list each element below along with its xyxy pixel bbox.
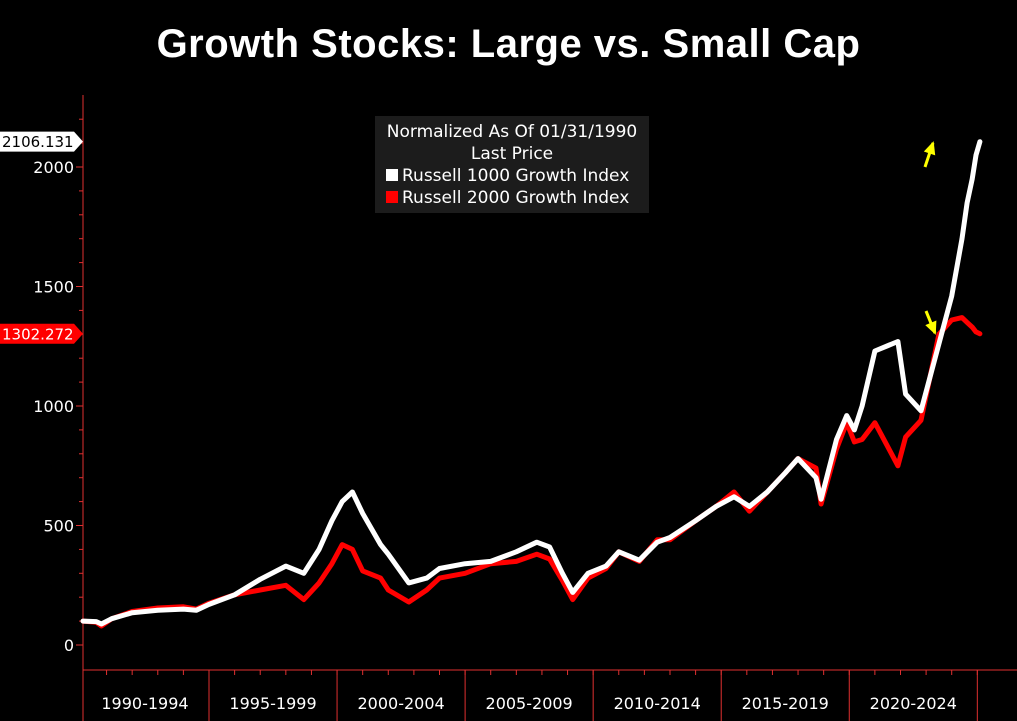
x-period-label: 2000-2004 [357, 694, 444, 713]
x-period-label: 1990-1994 [101, 694, 188, 713]
legend-swatch [386, 169, 398, 181]
y-tick-label: 2000 [33, 158, 74, 177]
legend-box [375, 116, 649, 213]
last-value-label: 1302.272 [2, 325, 74, 343]
up-arrow-icon [923, 141, 936, 168]
trend-arrows [923, 141, 937, 335]
last-value-markers: 2106.131 1302.272 [0, 131, 83, 344]
y-axis: 0 500 1000 1500 2000 [33, 95, 84, 670]
series-line-russell-2000-growth [80, 315, 983, 629]
y-tick-label: 1500 [33, 278, 74, 297]
y-tick-label: 0 [64, 636, 74, 655]
x-period-label: 2015-2019 [742, 694, 829, 713]
x-axis: 1990-1994 1995-1999 2000-2004 2005-2009 2010… [82, 669, 1017, 721]
y-tick-label: 500 [43, 517, 74, 536]
x-period-label: 2005-2009 [486, 694, 573, 713]
chart-title: Growth Stocks: Large vs. Small Cap [156, 22, 861, 66]
legend-header: Normalized As Of 01/31/1990 [387, 122, 637, 142]
series-layer [80, 139, 983, 629]
last-value-label: 2106.131 [2, 133, 74, 151]
x-period-label: 2020-2024 [870, 694, 957, 713]
down-arrow-icon [924, 310, 937, 335]
legend-header: Last Price [471, 144, 553, 164]
x-period-label: 1995-1999 [229, 694, 316, 713]
legend-entry: Russell 2000 Growth Index [402, 188, 629, 208]
x-period-label: 2010-2014 [614, 694, 701, 713]
legend-entry: Russell 1000 Growth Index [402, 166, 629, 186]
series-line-russell-1000-growth [80, 139, 983, 627]
last-value-box [0, 323, 83, 344]
legend-swatch [386, 191, 398, 203]
last-value-box [0, 131, 83, 152]
y-tick-label: 1000 [33, 397, 74, 416]
last-value-marker: 2106.131 [0, 131, 83, 152]
last-value-marker: 1302.272 [0, 323, 83, 344]
